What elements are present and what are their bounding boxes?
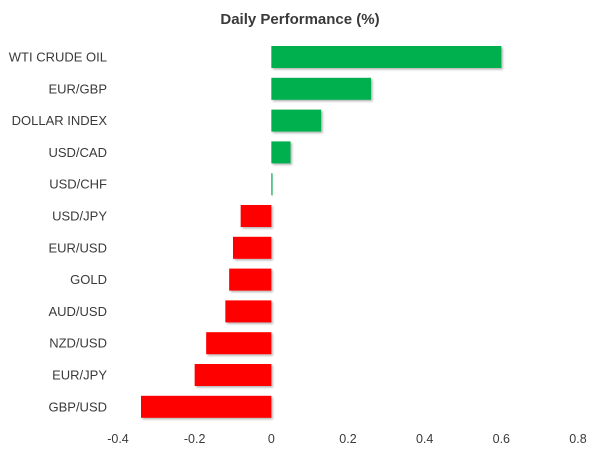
bar: [141, 395, 272, 418]
bar: [225, 300, 272, 323]
x-tick-label: -0.4: [107, 432, 129, 446]
x-tick-label: 0.2: [339, 432, 356, 446]
x-axis: -0.4 -0.2 0 0.2 0.4 0.6 0.8: [107, 432, 587, 446]
bar: [240, 205, 272, 227]
x-tick-label: -0.2: [184, 432, 206, 446]
category-label: GOLD: [70, 272, 107, 287]
category-label: NZD/USD: [49, 336, 107, 351]
bar: [233, 236, 272, 259]
bar: [271, 141, 291, 164]
category-label: EUR/USD: [48, 240, 107, 255]
bar: [271, 173, 273, 196]
category-label: EUR/GBP: [48, 81, 107, 96]
category-label: USD/JPY: [52, 209, 107, 224]
bar: [271, 109, 322, 132]
category-labels: WTI CRUDE OIL EUR/GBP DOLLAR INDEX USD/CAD U…: [9, 50, 108, 415]
category-label: DOLLAR INDEX: [12, 113, 108, 128]
bar: [271, 46, 502, 68]
category-label: USD/CHF: [49, 177, 107, 192]
x-tick-label: 0.6: [493, 432, 510, 446]
category-label: USD/CAD: [48, 145, 107, 160]
bar: [271, 77, 371, 100]
bar: [229, 268, 272, 291]
x-tick-label: 0.8: [569, 432, 586, 446]
category-label: GBP/USD: [48, 399, 107, 414]
chart-title: Daily Performance (%): [220, 11, 379, 28]
category-label: EUR/JPY: [52, 368, 107, 383]
bars: [141, 46, 502, 418]
category-label: WTI CRUDE OIL: [9, 50, 107, 65]
x-tick-label: 0: [268, 432, 275, 446]
bar: [194, 364, 272, 386]
bar: [206, 332, 272, 355]
category-label: AUD/USD: [48, 304, 107, 319]
x-tick-label: 0.4: [416, 432, 433, 446]
